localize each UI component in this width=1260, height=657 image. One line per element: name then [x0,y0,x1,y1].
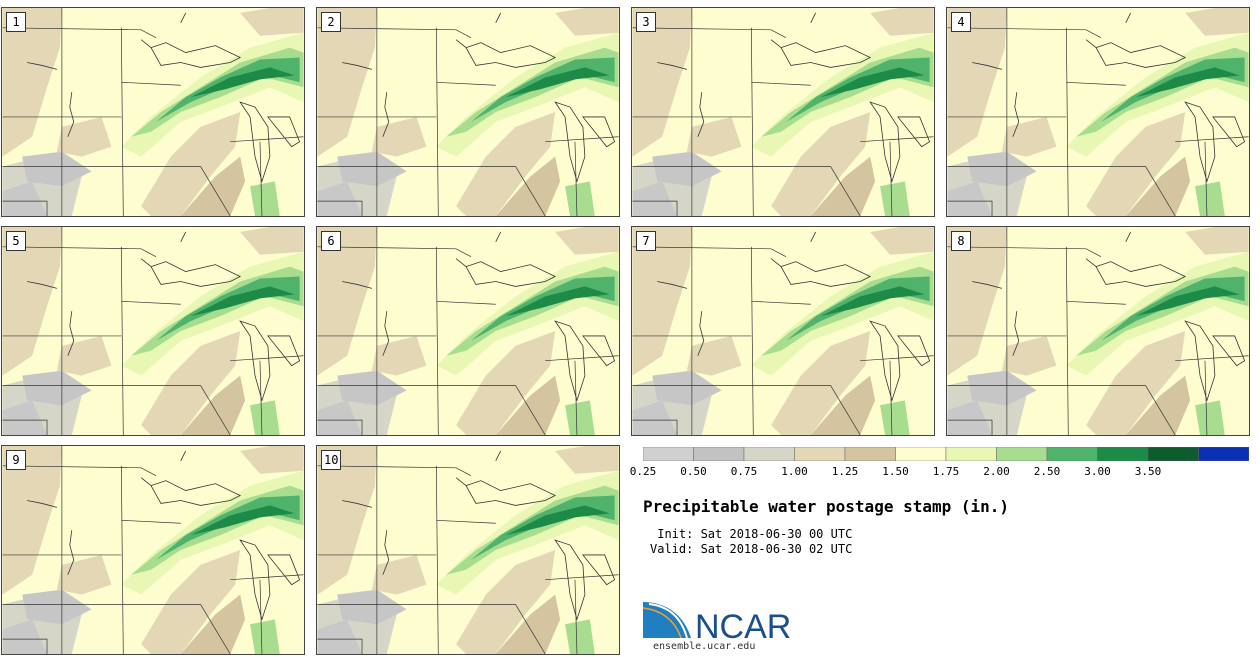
colorbar-swatch [1097,447,1149,461]
ensemble-member-panel: 3 [631,7,935,217]
precipitable-water-map [2,446,304,654]
colorbar-swatch [794,447,846,461]
colorbar-tick-label: 0.50 [680,465,707,478]
ncar-logo: NCAR [643,602,791,642]
member-label: 1 [6,12,26,32]
member-label: 9 [6,450,26,470]
colorbar-tick-label: 1.25 [831,465,859,478]
member-label: 4 [951,12,971,32]
ensemble-member-panel: 8 [946,226,1250,436]
ensemble-member-panel: 5 [1,226,305,436]
member-label: 8 [951,231,971,251]
chart-title: Precipitable water postage stamp (in.) [643,497,1010,516]
member-label: 5 [6,231,26,251]
logo-url: ensemble.ucar.edu [653,641,756,652]
colorbar-swatch [996,447,1048,461]
precipitable-water-map [632,227,934,435]
precipitable-water-map [947,227,1249,435]
colorbar-swatch [643,447,694,461]
precipitable-water-map [317,8,619,216]
member-label: 2 [321,12,341,32]
colorbar-tick-label: 2.00 [983,465,1010,478]
colorbar-swatch [844,447,896,461]
colorbar-tick-label: 1.75 [932,465,960,478]
colorbar-swatch [693,447,745,461]
colorbar-swatch [895,447,947,461]
init-time: Init: Sat 2018-06-30 00 UTC [650,527,853,541]
precipitable-water-map [317,227,619,435]
ensemble-member-panel: 9 [1,445,305,655]
colorbar [643,447,1249,461]
ensemble-member-panel: 1 [1,7,305,217]
precipitable-water-map [2,8,304,216]
member-label: 6 [321,231,341,251]
colorbar-tick-label: 0.75 [730,465,758,478]
ensemble-member-panel: 2 [316,7,620,217]
member-label: 7 [636,231,656,251]
precipitable-water-map [2,227,304,435]
logo-wordmark: NCAR [695,608,791,642]
colorbar-swatch [945,447,997,461]
colorbar-swatch [1046,447,1098,461]
colorbar-tick-label: 1.50 [882,465,909,478]
colorbar-swatch [1198,447,1249,461]
ensemble-member-panel: 4 [946,7,1250,217]
colorbar-tick-label: 3.50 [1134,465,1162,478]
colorbar-swatch [743,447,795,461]
ensemble-member-panel: 6 [316,226,620,436]
colorbar-tick-label: 3.00 [1084,465,1111,478]
precipitable-water-map [632,8,934,216]
colorbar-swatch [1147,447,1199,461]
colorbar-tick-label: 1.00 [781,465,808,478]
precipitable-water-map [947,8,1249,216]
ensemble-member-panel: 10 [316,445,620,655]
valid-time: Valid: Sat 2018-06-30 02 UTC [650,542,853,556]
ensemble-member-panel: 7 [631,226,935,436]
colorbar-tick-label: 0.25 [629,465,657,478]
member-label: 10 [321,450,342,470]
colorbar-tick-label: 2.50 [1033,465,1061,478]
member-label: 3 [636,12,656,32]
precipitable-water-map [317,446,619,654]
